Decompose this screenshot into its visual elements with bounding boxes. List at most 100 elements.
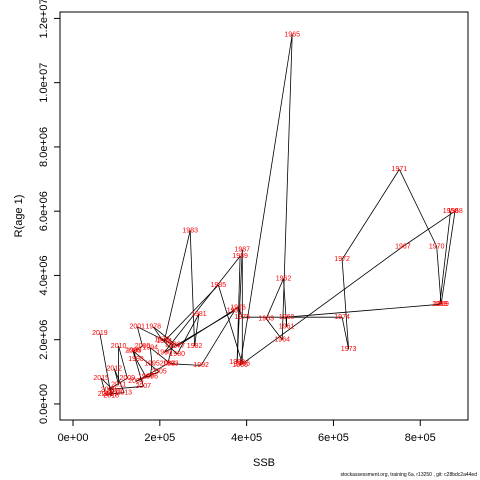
series-segment [265,278,284,319]
y-axis: 0.0e+00 2.0e+06 4.0e+06 6.0e+06 8.0e+06 1.0e+… [38,0,61,424]
series-segment [108,377,128,390]
point-label-1985: 1985 [211,282,227,289]
footer-note: stockassessment.org, training 6a, r13250… [340,472,477,478]
point-label-1980: 1980 [169,351,185,358]
x-tick-label: 2e+05 [144,432,175,444]
point-label-2018: 2018 [103,393,119,400]
series-segment [170,363,202,366]
series-segment [402,210,456,247]
series-segment [189,230,195,347]
series-segment [341,259,349,350]
point-label-1959: 1959 [432,301,448,308]
point-label-1989: 1989 [232,253,248,260]
point-label-1969: 1969 [433,301,449,308]
x-tick-label: 0e+00 [58,432,89,444]
point-label-1966: 1966 [232,362,248,369]
y-tick-label: 2.0e+06 [38,320,50,360]
point-labels: 1958 1959 1960 1961 1962 1963 1964 1965 1966 1967… [92,31,463,399]
point-label-2007: 2007 [136,383,152,390]
y-tick-label: 4.0e+06 [38,255,50,295]
point-label-1982: 1982 [187,343,203,350]
point-label-1973: 1973 [341,346,357,353]
series-segment [399,169,438,247]
point-label-1972: 1972 [334,256,350,263]
series-segment [135,358,147,377]
point-label-1996: 1996 [143,373,159,380]
point-label-1997: 1997 [138,373,154,380]
series-segment [236,256,241,363]
point-label-2009: 2009 [120,375,136,382]
y-tick-label: 1.2e+07 [38,0,50,38]
series-segment [440,211,456,305]
point-label-1995: 1995 [144,361,160,368]
point-label-1990: 1990 [156,349,172,356]
point-label-2004: 2004 [128,378,144,385]
series-segment [167,344,174,364]
point-label-1987: 1987 [235,247,251,254]
point-label-2005: 2005 [151,369,167,376]
point-label-1961: 1961 [279,324,295,331]
point-label-1962: 1962 [276,275,292,282]
point-label-1978: 1978 [146,324,162,331]
series-segment [135,371,160,382]
point-label-1971: 1971 [392,166,408,173]
point-label-2002: 2002 [165,341,181,348]
point-label-2012: 2012 [107,365,123,372]
y-tick-label: 0.0e+00 [38,384,50,424]
point-label-1967: 1967 [395,243,411,250]
series-segment [152,326,163,340]
series-segment [281,34,293,340]
point-label-2011: 2011 [111,382,126,389]
point-label-2019: 2019 [92,330,108,337]
point-label-1958: 1958 [443,208,459,215]
point-label-1992: 1992 [193,362,209,369]
series-segment [341,317,349,350]
series-segment [100,377,115,392]
series-segment [132,350,160,373]
x-axis: 0e+00 2e+05 4e+05 6e+05 8e+05 [58,419,436,444]
point-label-2000: 2000 [135,343,151,350]
series-segment [136,326,143,347]
point-label-2006: 2006 [125,348,141,355]
series-segment [286,303,440,318]
point-label-1979: 1979 [154,337,170,344]
series-segment [150,347,171,365]
y-tick-label: 8.0e+06 [38,127,50,167]
series-segment [176,313,200,355]
series-segment [105,392,125,395]
point-label-1976: 1976 [230,304,246,311]
point-label-1970: 1970 [429,243,445,250]
series-segment [163,230,191,342]
series-line [99,34,456,397]
series-segment [218,284,243,364]
series-segment [436,246,442,305]
series-segment [99,333,112,396]
point-label-2003: 2003 [160,361,176,368]
series-segment [108,385,144,390]
series-segment [161,339,178,355]
point-label-2008: 2008 [101,386,117,393]
series-segment [163,284,219,342]
point-label-1974: 1974 [334,314,350,321]
series-segment [163,255,241,353]
point-label-1960: 1960 [279,314,295,321]
point-label-2001: 2001 [130,324,146,331]
point-label-1977: 1977 [169,343,185,350]
point-label-1963: 1963 [258,316,274,323]
point-label-1991: 1991 [227,308,243,315]
point-label-1998: 1998 [128,356,144,363]
point-label-2010: 2010 [111,343,127,350]
series-segment [113,368,125,393]
x-axis-label: SSB [253,457,275,469]
point-label-2016: 2016 [107,388,123,395]
series-segment [341,169,400,260]
series-segment [194,313,200,347]
point-label-1981: 1981 [191,311,207,318]
point-label-2015: 2015 [93,375,109,382]
point-label-2017: 2017 [102,391,118,398]
series-segment [132,350,144,387]
point-label-1964: 1964 [274,337,290,344]
y-axis-label: R(age 1) [13,195,25,238]
point-label-1994: 1994 [143,345,159,352]
